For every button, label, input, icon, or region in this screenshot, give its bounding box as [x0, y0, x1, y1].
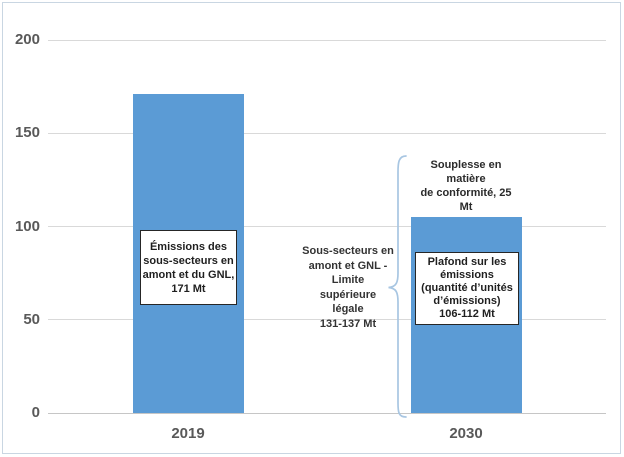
- y-axis-tick-label-0: 0: [31, 404, 40, 421]
- y-axis-tick-label-50: 50: [23, 310, 40, 328]
- gridline-y-100: [48, 226, 606, 227]
- gridline-y-150: [48, 132, 606, 134]
- gridline-y-200: [48, 39, 606, 41]
- label-emissions-2019: Émissions des sous-secteurs en amont et …: [140, 230, 237, 305]
- label-compliance-flexibility: Souplesse en matière de conformité, 25 M…: [410, 155, 522, 218]
- label-legal-upper-limit: Sous-secteurs en amont et GNL - Limite s…: [302, 245, 394, 330]
- x-axis-label-2019: 2019: [171, 425, 205, 442]
- gridline-y-0: [48, 412, 606, 414]
- bar-2030-flexibility-hatch: Souplesse en matière de conformité, 25 M…: [410, 155, 522, 218]
- y-axis-tick-label-200: 200: [14, 31, 40, 48]
- x-axis-label-2030: 2030: [449, 425, 483, 442]
- gridline-y-50: [48, 319, 606, 321]
- y-axis-tick-label-150: 150: [14, 124, 40, 142]
- y-axis-tick-label-100: 100: [14, 217, 40, 235]
- label-emissions-cap-2030: Plafond sur les émissions (quantité d’un…: [415, 252, 519, 325]
